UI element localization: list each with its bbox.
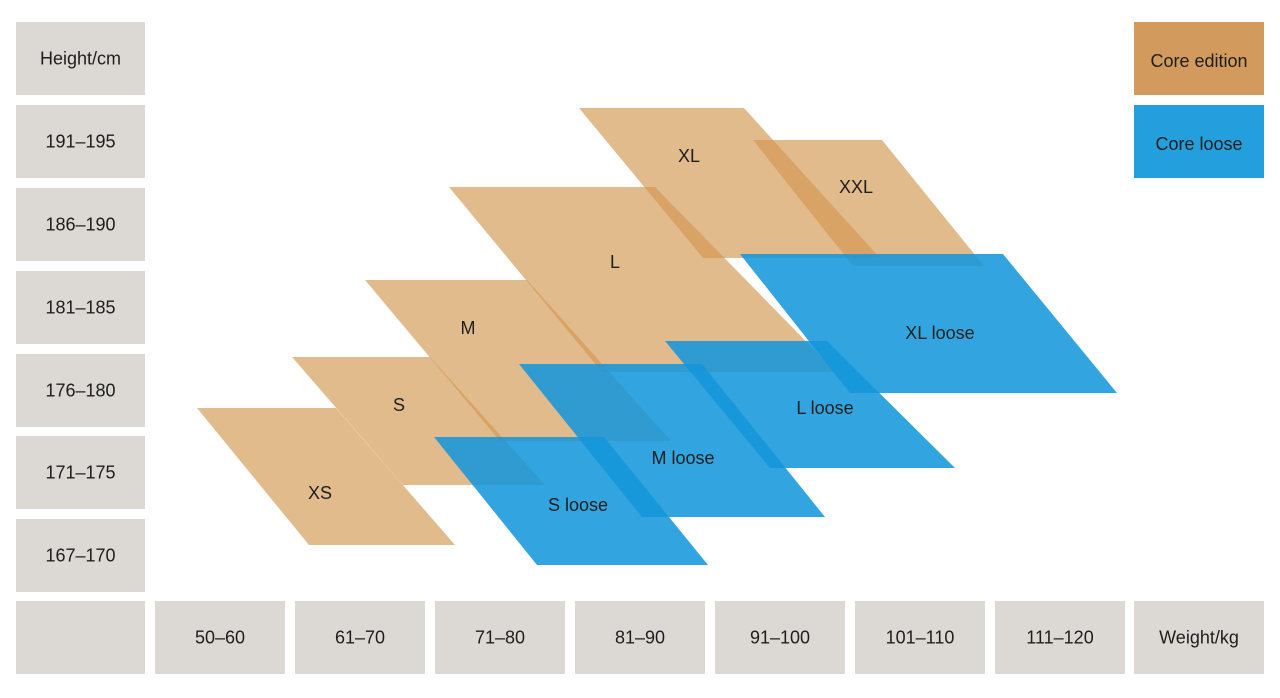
size-label: S loose	[548, 495, 608, 515]
row-label-box	[16, 271, 145, 344]
column-label: 101–110	[886, 627, 955, 647]
row-label: 171–175	[45, 462, 115, 482]
column-label: 71–80	[475, 627, 525, 647]
column-header: Weight/kg	[1159, 627, 1239, 647]
size-region	[434, 437, 708, 565]
row-label-box	[16, 105, 145, 178]
column-label-box	[995, 601, 1125, 674]
row-label: 191–195	[45, 131, 115, 151]
legend-swatch	[1134, 105, 1264, 178]
size-region	[665, 341, 955, 468]
size-label: XL loose	[905, 323, 974, 343]
row-label-box	[16, 436, 145, 509]
column-label: 81–90	[615, 627, 665, 647]
column-label-box	[855, 601, 985, 674]
size-region	[449, 187, 836, 372]
column-label: 61–70	[335, 627, 385, 647]
size-region	[740, 254, 1117, 393]
column-label-box	[295, 601, 425, 674]
size-region	[519, 364, 825, 517]
size-label: M loose	[651, 448, 714, 468]
size-label: XS	[308, 483, 332, 503]
column-label: 91–100	[750, 627, 810, 647]
row-label: 176–180	[45, 380, 115, 400]
size-label: S	[393, 395, 405, 415]
column-label: 111–120	[1026, 627, 1093, 647]
size-label: L	[610, 252, 620, 272]
size-label: XXL	[839, 177, 873, 197]
size-label: M	[461, 318, 476, 338]
row-label-box	[16, 519, 145, 592]
column-label-box	[575, 601, 705, 674]
legend-label: Core loose	[1155, 134, 1242, 154]
size-region	[579, 108, 880, 258]
size-region	[197, 408, 455, 545]
row-label-box	[16, 188, 145, 261]
row-label: 181–185	[45, 297, 115, 317]
row-label-box	[16, 354, 145, 427]
size-label: XL	[678, 146, 700, 166]
row-label: 186–190	[45, 214, 115, 234]
size-label: L loose	[796, 398, 853, 418]
size-region	[753, 140, 984, 266]
row-header: Height/cm	[40, 48, 121, 68]
column-header-box	[1134, 601, 1264, 674]
legend-swatch	[1134, 22, 1264, 95]
row-header-box	[16, 22, 145, 95]
column-label-box	[155, 601, 285, 674]
legend-label: Core edition	[1150, 51, 1247, 71]
row-label: 167–170	[45, 545, 115, 565]
column-label-box	[715, 601, 845, 674]
column-label: 50–60	[195, 627, 245, 647]
column-label-box	[435, 601, 565, 674]
corner-box	[16, 601, 145, 674]
